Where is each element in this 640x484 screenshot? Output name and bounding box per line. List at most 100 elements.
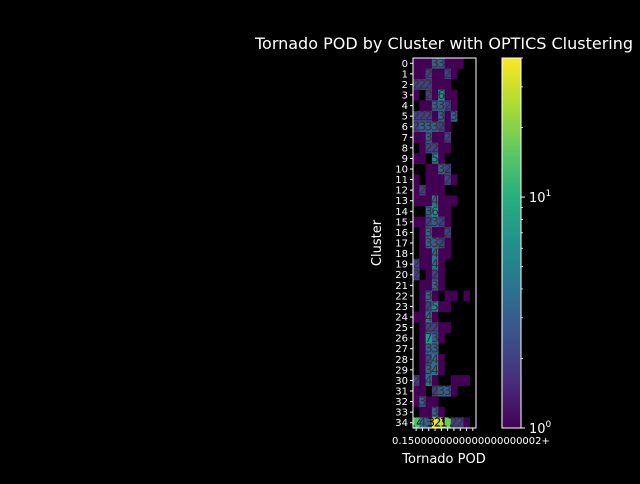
heatmap-cell [425, 79, 433, 91]
heatmap-cell [425, 269, 433, 281]
cell-value-label: 4 [425, 310, 433, 324]
cell-value-label: 2 [425, 352, 433, 366]
cell-value-label: 5 [431, 151, 439, 165]
heatmap-cell [463, 290, 470, 302]
heatmap-cell [425, 280, 433, 291]
y-tick-label: 12 [395, 186, 408, 197]
cell-value-label: 2 [419, 183, 427, 197]
heatmap-cell [425, 343, 433, 355]
heatmap-cell [413, 174, 420, 186]
cell-value-label: 3 [425, 416, 433, 430]
heatmap-cell [419, 311, 426, 323]
heatmap-cell [431, 132, 439, 143]
y-tick-label: 32 [395, 397, 408, 408]
heatmap-cell [431, 375, 439, 387]
heatmap-cell [425, 311, 433, 323]
heatmap-cell [444, 385, 452, 397]
cell-value-label: 6 [431, 204, 439, 218]
x-axis-label: Tornado POD [401, 452, 485, 467]
heatmap-cell [413, 68, 420, 80]
cell-value-label: 3 [431, 99, 439, 113]
cell-value-label: 2 [444, 225, 452, 239]
heatmap-cell [419, 110, 426, 122]
heatmap-cell [431, 269, 439, 281]
cell-value-label: 2 [438, 215, 446, 229]
cell-value-label: 3 [419, 395, 427, 409]
y-tick-label: 11 [395, 175, 408, 186]
heatmap-cell [457, 375, 464, 387]
heatmap-cell [438, 269, 445, 281]
cell-value-label: 4 [419, 416, 427, 430]
y-tick-label: 25 [395, 323, 408, 334]
heatmap-cell [419, 58, 426, 69]
y-tick-label: 24 [395, 313, 408, 324]
cell-value-label: 3 [438, 56, 446, 70]
y-tick-label: 27 [395, 344, 408, 355]
heatmap-cell [438, 258, 445, 270]
heatmap-cell [425, 163, 433, 175]
heatmap-cell [438, 163, 445, 175]
heatmap-cell [419, 354, 426, 365]
heatmap-cell [431, 163, 439, 175]
heatmap-cell [419, 385, 426, 397]
heatmap-cell [438, 417, 445, 429]
heatmap-cell [425, 322, 433, 334]
heatmap-cell [438, 227, 445, 239]
heatmap-cell [413, 269, 420, 281]
heatmap-cell [438, 174, 445, 186]
cell-value-label: 2 [412, 257, 420, 271]
heatmap-cell [444, 79, 452, 91]
heatmap-cell [431, 290, 439, 302]
heatmap-cell [425, 290, 433, 302]
heatmap-cell [444, 110, 452, 122]
heatmap-cell [438, 100, 445, 112]
heatmap-cell [444, 132, 452, 143]
heatmap-cell [438, 79, 445, 91]
cell-value-label: 2 [412, 373, 420, 387]
y-tick-label: 2 [402, 80, 408, 91]
cell-value-label: 2 [444, 130, 452, 144]
heatmap-cell [444, 290, 452, 302]
cell-value-label: 2 [431, 321, 439, 335]
heatmap-cell [450, 375, 458, 387]
heatmap-cell [413, 58, 420, 69]
heatmap-cell [413, 89, 420, 101]
heatmap-cell [438, 237, 445, 249]
heatmap-cell [419, 343, 426, 355]
cell-value-label: 3 [438, 384, 446, 398]
colorbar-frame [501, 57, 522, 429]
heatmap-cell [444, 248, 452, 260]
y-tick-label: 6 [402, 122, 408, 133]
y-tick-label: 30 [395, 376, 408, 387]
heatmap-cell [438, 89, 445, 101]
cell-value-label: 4 [431, 352, 439, 366]
heatmap-cell [431, 406, 439, 418]
heatmap-cell [450, 195, 458, 207]
heatmap-cell [450, 110, 458, 122]
cell-value-label: 2 [444, 162, 452, 176]
y-tick-label: 14 [395, 207, 408, 218]
heatmap-cell [425, 396, 433, 408]
heatmap-cell [450, 417, 458, 429]
heatmap-cell [413, 153, 420, 165]
heatmap-cell [419, 290, 426, 302]
heatmap-cell [419, 195, 426, 207]
cell-value-label: 2 [450, 416, 458, 430]
heatmap-cell [419, 100, 426, 112]
heatmap-cell [413, 121, 420, 133]
heatmap-cell [431, 89, 439, 101]
heatmap-cell [413, 79, 420, 91]
y-tick-label: 17 [395, 239, 408, 250]
heatmap-cell [463, 375, 470, 387]
cell-value-label: 2 [425, 215, 433, 229]
cell-value-label: 2 [425, 321, 433, 335]
heatmap-cell [425, 121, 433, 133]
heatmap-cell [438, 184, 445, 196]
heatmap-cell [419, 68, 426, 80]
heatmap-cell [431, 396, 439, 408]
cell-value-label: 4 [431, 194, 439, 208]
heatmap-cell [425, 100, 433, 112]
cell-value-label: 3 [431, 342, 439, 356]
